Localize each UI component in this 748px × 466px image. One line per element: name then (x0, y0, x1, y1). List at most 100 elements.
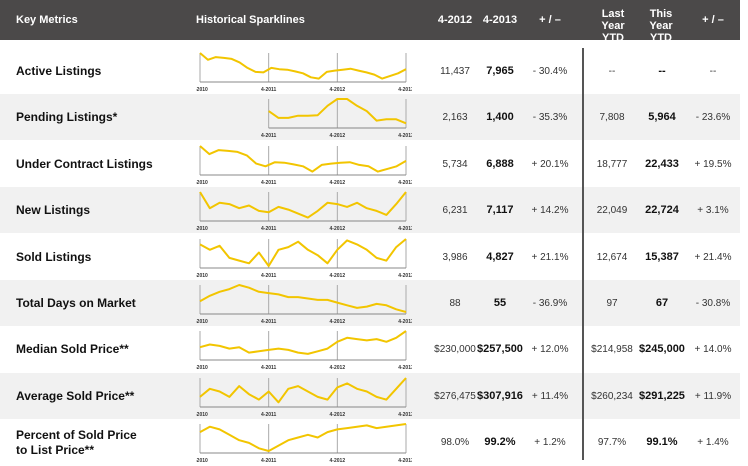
metric-label: Percent of Sold Price to List Price** (16, 428, 137, 458)
value-ytd-change: + 1.4% (697, 437, 729, 449)
value-4-2012: $276,475 (434, 390, 476, 402)
sparkline-series (199, 377, 407, 404)
value-4-2012: 88 (449, 298, 461, 309)
value-this-ytd: $291,225 (639, 389, 685, 402)
value-4-2012: 6,231 (442, 205, 468, 217)
sparkline-tick-label: 4-2010 (196, 319, 208, 324)
sparkline-tick-label: 4-2012 (330, 365, 346, 370)
sparkline-tick-label: 4-2010 (196, 458, 208, 463)
sparkline: 4-2010 4-2011 4-2012 4-2013 (196, 377, 412, 417)
header-this-year-ytd: This Year YTD (649, 8, 673, 44)
value-change: + 12.0% (531, 344, 569, 356)
metric-label: Average Sold Price** (16, 388, 135, 403)
sparkline: 4-2010 4-2011 4-2012 4-2013 (196, 237, 412, 278)
sparkline-tick-label: 4-2012 (330, 87, 346, 92)
sparkline-tick-label: 4-2013 (398, 412, 412, 417)
table-row: Under Contract Listings 5,734 6,888 + 20… (0, 141, 740, 187)
header-4-2013: 4-2013 (482, 14, 518, 26)
sparkline-tick-label: 4-2013 (398, 226, 412, 231)
value-ytd-change: + 11.9% (694, 390, 732, 402)
sparkline: 4-2010 4-2011 4-2012 4-2013 (196, 284, 412, 324)
sparkline-tick-label: 4-2011 (261, 365, 277, 370)
value-ytd-change: + 19.5% (694, 158, 732, 170)
sparkline: 4-2010 4-2011 4-2012 4-2013 (196, 145, 412, 185)
sparkline-tick-label: 4-2011 (261, 319, 277, 324)
table-row: Active Listings 11,437 7,965 - 30.4% -- … (0, 48, 740, 94)
table-header: Key Metrics Historical Sparklines 4-2012… (0, 0, 740, 44)
sparkline-series (199, 145, 407, 173)
value-this-ytd: 22,724 (645, 204, 679, 217)
value-change: + 21.1% (531, 251, 569, 263)
table-row: Median Sold Price** $230,000 $257,500 + … (0, 326, 740, 372)
sparkline: 4-2011 4-2012 4-2013 (261, 98, 412, 138)
table-row: New Listings 6,231 7,117 + 14.2% 22,049 … (0, 187, 740, 234)
value-this-ytd: -- (658, 65, 666, 77)
sparkline: 4-2010 4-2011 4-2012 4-2013 (196, 191, 412, 231)
value-4-2013: 1,400 (486, 111, 514, 124)
sparkline-tick-label: 4-2011 (261, 180, 277, 185)
sparkline-tick-label: 4-2010 (196, 273, 208, 278)
sparkline: 4-2010 4-2011 4-2012 4-2013 (196, 330, 412, 370)
metric-label: Under Contract Listings (16, 156, 153, 171)
value-change: + 1.2% (534, 437, 566, 449)
metric-label: New Listings (16, 203, 91, 218)
value-change: + 11.4% (531, 390, 569, 402)
sparkline-tick-label: 4-2012 (330, 180, 346, 185)
value-last-ytd: $260,234 (591, 390, 633, 402)
sparkline-tick-label: 4-2010 (196, 412, 208, 417)
value-4-2013: 4,827 (486, 250, 514, 263)
table-row: Total Days on Market 88 55 - 36.9% 97 67… (0, 280, 740, 326)
metric-label: Active Listings (16, 64, 102, 78)
sparkline-tick-label: 4-2013 (398, 319, 412, 324)
value-this-ytd: 15,387 (645, 250, 679, 263)
metric-label: Sold Listings (16, 249, 92, 264)
sparkline-series (199, 284, 407, 313)
sparkline-tick-label: 4-2010 (196, 226, 208, 231)
sparkline-tick-label: 4-2010 (196, 180, 208, 185)
sparkline-tick-label: 4-2010 (196, 87, 208, 92)
value-4-2013: $307,916 (477, 389, 523, 402)
value-4-2013: 7,965 (486, 65, 514, 77)
metric-label: Pending Listings* (16, 110, 118, 125)
value-4-2012: 2,163 (442, 112, 468, 124)
column-divider (582, 48, 584, 460)
table-row: Pending Listings* 2,163 1,400 - 35.3% 7,… (0, 94, 740, 141)
header-4-2012: 4-2012 (437, 14, 473, 26)
sparkline-tick-label: 4-2012 (330, 273, 346, 278)
header-change: + / – (539, 14, 561, 26)
value-this-ytd: 99.1% (646, 436, 678, 449)
table-row: Average Sold Price** $276,475 $307,916 +… (0, 372, 740, 419)
sparkline-tick-label: 4-2012 (330, 133, 346, 138)
value-ytd-change: - 23.6% (695, 112, 731, 124)
value-this-ytd: 5,964 (648, 111, 676, 124)
metric-label: Total Days on Market (16, 296, 136, 310)
value-change: - 36.9% (532, 298, 568, 309)
value-ytd-change: -- (709, 66, 717, 77)
sparkline-tick-label: 4-2013 (398, 365, 412, 370)
sparkline-tick-label: 4-2011 (261, 133, 277, 138)
sparkline-series (199, 423, 407, 453)
value-4-2013: 99.2% (484, 436, 516, 449)
sparkline-series (199, 191, 407, 219)
value-ytd-change: + 14.0% (694, 344, 732, 356)
header-sparklines: Historical Sparklines (196, 14, 305, 26)
table-row: Sold Listings 3,986 4,827 + 21.1% 12,674… (0, 234, 740, 280)
sparkline: 4-2010 4-2011 4-2012 4-2013 (196, 52, 412, 92)
value-4-2013: 7,117 (486, 204, 514, 217)
sparkline-tick-label: 4-2012 (330, 458, 346, 463)
value-this-ytd: 67 (655, 297, 669, 309)
sparkline-tick-label: 4-2013 (398, 273, 412, 278)
sparkline-tick-label: 4-2013 (398, 87, 412, 92)
value-last-ytd: 97 (606, 298, 618, 309)
sparkline-tick-label: 4-2010 (196, 365, 208, 370)
value-change: + 20.1% (531, 158, 569, 170)
value-last-ytd: 22,049 (596, 205, 628, 217)
value-4-2013: $257,500 (477, 343, 523, 356)
value-last-ytd: 12,674 (596, 251, 628, 263)
sparkline-tick-label: 4-2011 (261, 412, 277, 417)
header-last-year-ytd: Last Year YTD (601, 8, 625, 44)
sparkline-tick-label: 4-2011 (261, 458, 277, 463)
metric-label: Median Sold Price** (16, 342, 129, 357)
value-last-ytd: 18,777 (596, 158, 628, 170)
